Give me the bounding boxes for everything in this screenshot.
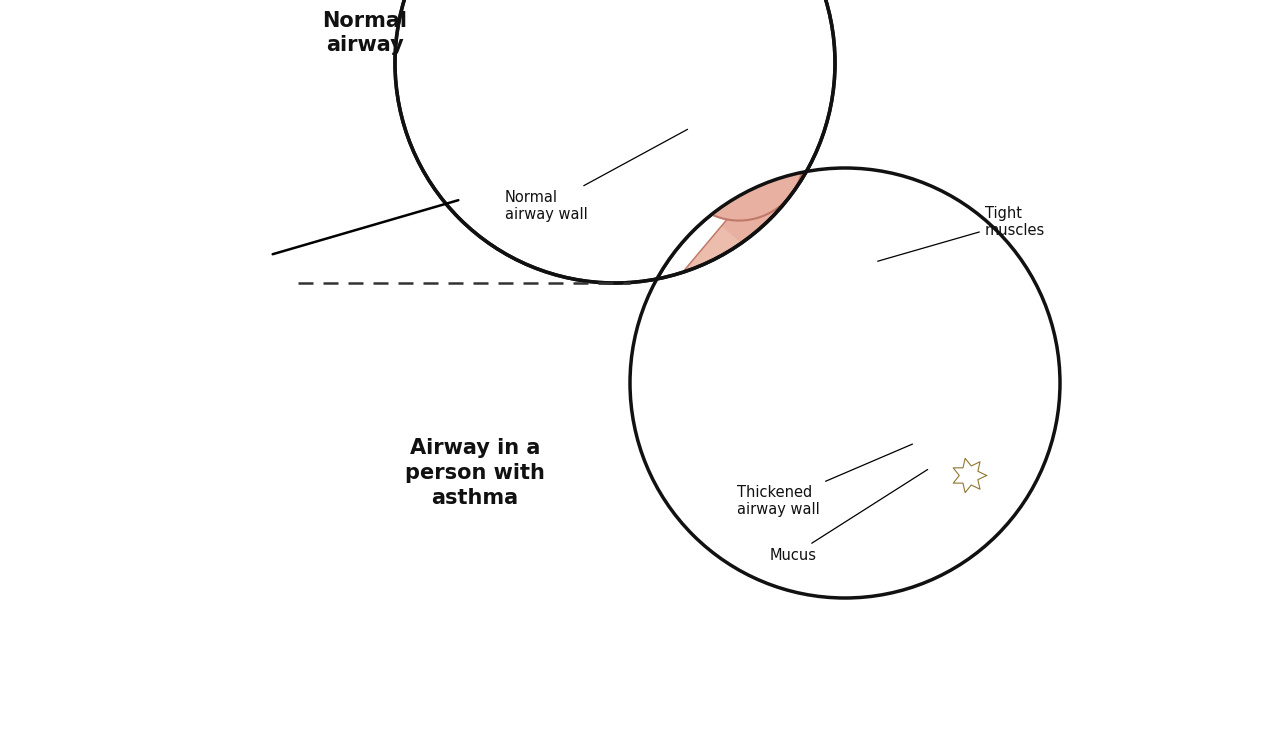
Polygon shape xyxy=(320,453,470,563)
Ellipse shape xyxy=(186,122,214,130)
Circle shape xyxy=(630,168,1060,598)
Ellipse shape xyxy=(78,0,323,103)
Ellipse shape xyxy=(195,514,206,523)
Ellipse shape xyxy=(186,94,214,103)
Ellipse shape xyxy=(189,0,211,15)
Ellipse shape xyxy=(90,0,310,93)
Ellipse shape xyxy=(186,108,214,117)
Polygon shape xyxy=(712,128,768,184)
Polygon shape xyxy=(40,133,360,603)
Ellipse shape xyxy=(186,114,214,123)
Polygon shape xyxy=(165,73,236,133)
Polygon shape xyxy=(90,133,186,361)
Ellipse shape xyxy=(186,79,214,89)
Text: Normal
airway: Normal airway xyxy=(323,10,407,56)
Text: Normal
airway wall: Normal airway wall xyxy=(506,129,687,222)
Text: Airway in a
person with
asthma: Airway in a person with asthma xyxy=(404,438,545,508)
Ellipse shape xyxy=(77,0,99,3)
Polygon shape xyxy=(922,429,1016,523)
Ellipse shape xyxy=(301,0,323,3)
Polygon shape xyxy=(675,90,804,221)
Polygon shape xyxy=(424,0,786,212)
Polygon shape xyxy=(451,0,759,180)
Ellipse shape xyxy=(186,86,214,95)
Polygon shape xyxy=(214,135,300,361)
Polygon shape xyxy=(654,194,1016,531)
Ellipse shape xyxy=(186,128,214,138)
Polygon shape xyxy=(300,213,430,463)
Polygon shape xyxy=(954,458,987,493)
Ellipse shape xyxy=(228,6,262,31)
Circle shape xyxy=(396,0,835,283)
Text: Thickened
airway wall: Thickened airway wall xyxy=(737,444,913,517)
Text: Mucus: Mucus xyxy=(769,470,928,562)
Ellipse shape xyxy=(186,100,214,109)
Polygon shape xyxy=(0,453,110,563)
Ellipse shape xyxy=(60,598,340,728)
Ellipse shape xyxy=(137,6,173,31)
Text: Tight
muscles: Tight muscles xyxy=(878,205,1044,261)
Ellipse shape xyxy=(205,5,215,13)
Polygon shape xyxy=(681,226,989,499)
Polygon shape xyxy=(904,410,1034,540)
Ellipse shape xyxy=(187,26,212,36)
Polygon shape xyxy=(0,213,100,463)
Ellipse shape xyxy=(186,5,195,13)
